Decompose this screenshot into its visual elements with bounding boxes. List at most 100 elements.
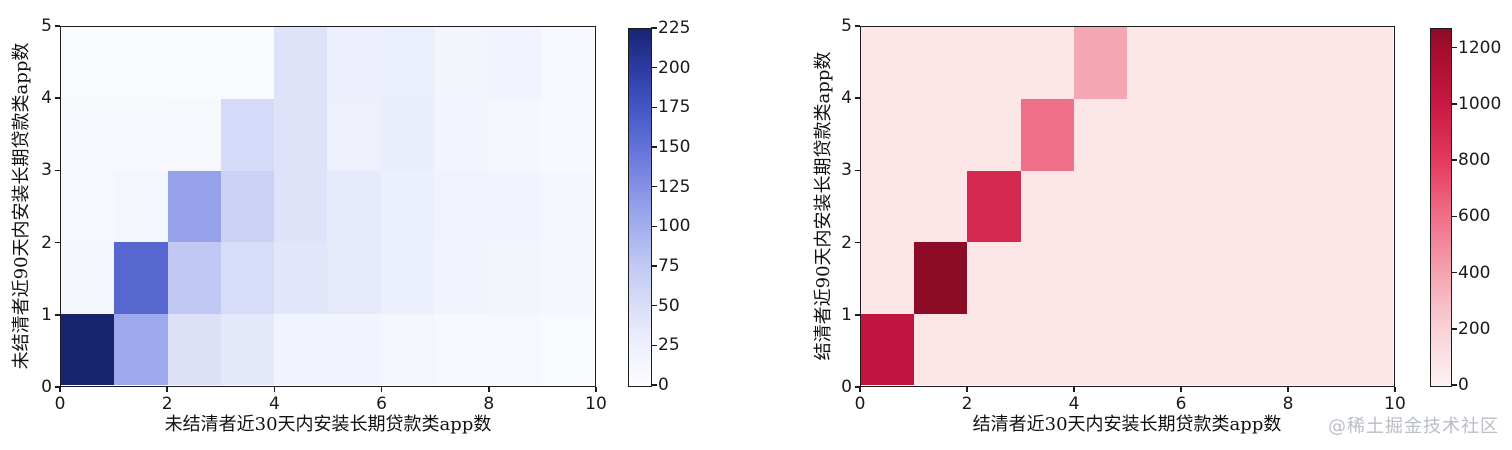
colorbar-tick-label: 800: [1458, 150, 1491, 171]
y-tick-mark: [855, 386, 860, 388]
heatmap-cell: [1286, 170, 1341, 243]
heatmap-cell: [167, 313, 222, 386]
colorbar-tick-mark: [651, 265, 657, 267]
heatmap-cell: [540, 313, 595, 386]
heatmap-cell: [167, 27, 222, 100]
heatmap-cell: [433, 313, 488, 386]
colorbar-tick-label: 100: [658, 216, 691, 237]
colorbar-tick-mark: [1451, 159, 1457, 161]
heatmap-cell: [220, 98, 275, 171]
right-x-axis-label: 结清者近30天内安装长期贷款类app数: [972, 414, 1282, 435]
heatmap-cell: [1020, 170, 1075, 243]
heatmap-cell: [1126, 27, 1181, 100]
colorbar-tick-label: 25: [658, 335, 680, 356]
y-tick-mark: [855, 241, 860, 244]
heatmap-cell: [1020, 313, 1075, 386]
heatmap-cell: [1233, 313, 1288, 386]
y-tick-label: 1: [841, 304, 852, 325]
heatmap-cell: [1180, 170, 1234, 243]
heatmap-cell: [380, 313, 435, 386]
heatmap-cell: [327, 241, 382, 314]
heatmap-cell: [540, 27, 595, 100]
heatmap-cell: [914, 241, 969, 314]
y-tick-label: 4: [41, 88, 52, 109]
heatmap-cell: [433, 170, 488, 243]
colorbar-tick-label: 600: [1458, 206, 1491, 227]
heatmap-cell: [114, 241, 169, 314]
heatmap-cell: [1126, 170, 1181, 243]
heatmap-cell: [274, 98, 329, 171]
colorbar-tick-mark: [651, 344, 657, 347]
heatmap-cell: [1126, 241, 1181, 314]
x-tick-mark: [380, 387, 383, 392]
heatmap-cell: [1233, 27, 1288, 100]
heatmap-cell: [540, 241, 595, 314]
y-tick-label: 3: [841, 160, 852, 181]
x-tick-mark: [166, 387, 168, 392]
x-tick-mark: [595, 387, 597, 392]
heatmap-cell: [167, 170, 222, 243]
heatmap-cell: [487, 27, 542, 100]
y-tick-label: 1: [41, 304, 52, 325]
heatmap-cell: [1286, 98, 1341, 171]
heatmap-cell: [1233, 241, 1288, 314]
heatmap-cell: [1180, 98, 1234, 171]
heatmap-cell: [1073, 98, 1128, 171]
heatmap-cell: [861, 170, 915, 243]
colorbar-tick-label: 150: [658, 137, 691, 157]
heatmap-cell: [433, 27, 488, 100]
heatmap-cell: [1020, 98, 1075, 171]
heatmap-cell: [114, 170, 169, 243]
heatmap-cell: [274, 27, 329, 100]
heatmap-cell: [1339, 27, 1394, 100]
colorbar-tick-label: 125: [658, 176, 691, 197]
heatmap-cell: [861, 98, 915, 171]
heatmap-cell: [1180, 313, 1234, 386]
heatmap-cell: [220, 170, 275, 243]
colorbar-tick-label: 0: [658, 375, 669, 395]
colorbar-tick-mark: [1451, 215, 1457, 218]
watermark: @稀土掘金技术社区: [1328, 416, 1499, 437]
x-tick-mark: [1394, 387, 1396, 392]
heatmap-cell: [327, 313, 382, 386]
heatmap-cell: [114, 27, 169, 100]
right-colorbar: [1430, 28, 1452, 387]
colorbar-tick-mark: [1451, 46, 1457, 49]
heatmap-cell: [274, 241, 329, 314]
x-tick-label: 6: [1175, 394, 1187, 414]
y-tick-label: 2: [841, 232, 852, 253]
x-tick-label: 0: [54, 394, 66, 414]
heatmap-cell: [433, 98, 488, 171]
colorbar-tick-label: 50: [658, 295, 680, 316]
x-tick-label: 2: [161, 394, 173, 414]
x-tick-label: 2: [961, 394, 973, 414]
heatmap-cell: [167, 241, 222, 314]
heatmap-cell: [487, 313, 542, 386]
heatmap-cell: [114, 313, 169, 386]
colorbar-tick-label: 400: [1458, 262, 1491, 283]
heatmap-cell: [380, 98, 435, 171]
heatmap-cell: [1180, 241, 1234, 314]
heatmap-cell: [967, 313, 1022, 386]
y-tick-mark: [55, 25, 60, 27]
heatmap-cell: [1020, 241, 1075, 314]
colorbar-tick-mark: [651, 27, 657, 29]
left-colorbar: [628, 28, 652, 387]
colorbar-tick-label: 200: [658, 57, 691, 78]
colorbar-tick-mark: [651, 225, 657, 228]
heatmap-cell: [274, 170, 329, 243]
left-heatmap-plot: [60, 26, 596, 387]
colorbar-tick-label: 225: [658, 18, 691, 38]
heatmap-cell: [487, 170, 542, 243]
x-tick-mark: [1180, 387, 1182, 392]
y-tick-mark: [55, 314, 60, 316]
colorbar-tick-label: 1000: [1458, 93, 1502, 114]
heatmap-cell: [967, 170, 1022, 243]
x-tick-mark: [59, 387, 61, 392]
y-tick-mark: [855, 169, 860, 172]
heatmap-cell: [220, 313, 275, 386]
heatmap-cell: [1126, 313, 1181, 386]
x-tick-label: 0: [854, 394, 866, 414]
heatmap-cell: [380, 27, 435, 100]
